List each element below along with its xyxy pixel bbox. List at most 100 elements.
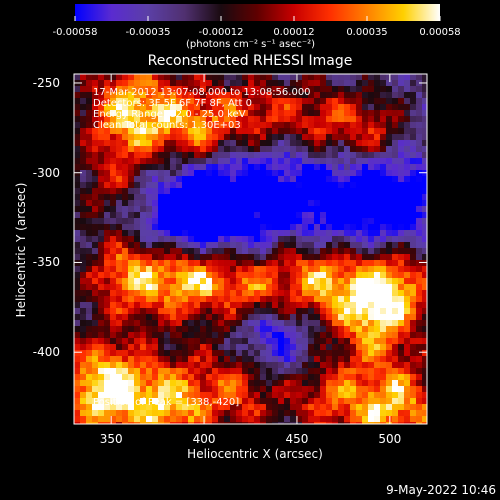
- heatmap-cell: [272, 284, 279, 291]
- heatmap-cell: [248, 206, 255, 213]
- heatmap-cell: [206, 200, 213, 207]
- heatmap-cell: [98, 152, 105, 159]
- heatmap-cell: [98, 320, 105, 327]
- heatmap-cell: [398, 260, 405, 267]
- heatmap-cell: [236, 152, 243, 159]
- heatmap-cell: [266, 98, 273, 105]
- heatmap-cell: [296, 254, 303, 261]
- heatmap-cell: [410, 170, 417, 177]
- heatmap-cell: [116, 272, 123, 279]
- heatmap-cell: [98, 182, 105, 189]
- heatmap-cell: [386, 284, 393, 291]
- heatmap-cell: [392, 128, 399, 135]
- heatmap-cell: [362, 92, 369, 99]
- heatmap-cell: [338, 206, 345, 213]
- heatmap-cell: [86, 74, 93, 81]
- heatmap-cell: [152, 98, 159, 105]
- heatmap-cell: [236, 158, 243, 165]
- heatmap-cell: [296, 152, 303, 159]
- heatmap-cell: [110, 182, 117, 189]
- heatmap-cell: [380, 158, 387, 165]
- heatmap-cell: [200, 236, 207, 243]
- heatmap-cell: [230, 104, 237, 111]
- heatmap-cell: [392, 314, 399, 321]
- heatmap-cell: [194, 350, 201, 357]
- heatmap-cell: [398, 194, 405, 201]
- heatmap-cell: [338, 122, 345, 129]
- heatmap-cell: [236, 236, 243, 243]
- heatmap-cell: [410, 104, 417, 111]
- heatmap-cell: [380, 104, 387, 111]
- heatmap-cell: [416, 278, 423, 285]
- heatmap-cell: [332, 122, 339, 129]
- heatmap-cell: [314, 356, 321, 363]
- heatmap-cell: [284, 254, 291, 261]
- heatmap-cell: [128, 164, 135, 171]
- heatmap-cell: [140, 218, 147, 225]
- heatmap-cell: [116, 278, 123, 285]
- heatmap-cell: [368, 176, 375, 183]
- heatmap-cell: [254, 332, 261, 339]
- heatmap-cell: [290, 350, 297, 357]
- heatmap-cell: [188, 86, 195, 93]
- heatmap-cell: [392, 242, 399, 249]
- heatmap-cell: [266, 350, 273, 357]
- heatmap-cell: [182, 392, 189, 399]
- heatmap-cell: [170, 248, 177, 255]
- heatmap-cell: [128, 104, 135, 111]
- heatmap-cell: [374, 212, 381, 219]
- heatmap-cell: [302, 188, 309, 195]
- heatmap-cell: [308, 134, 315, 141]
- heatmap-cell: [266, 296, 273, 303]
- heatmap-cell: [344, 362, 351, 369]
- heatmap-cell: [380, 86, 387, 93]
- heatmap-cell: [260, 212, 267, 219]
- heatmap-cell: [146, 140, 153, 147]
- heatmap-cell: [296, 314, 303, 321]
- heatmap-cell: [362, 278, 369, 285]
- heatmap-cell: [332, 254, 339, 261]
- heatmap-cell: [404, 170, 411, 177]
- colorbar-tick-label: -0.00058: [52, 27, 98, 38]
- heatmap-cell: [314, 224, 321, 231]
- heatmap-cell: [296, 308, 303, 315]
- heatmap-cell: [272, 416, 279, 423]
- heatmap-cell: [224, 140, 231, 147]
- heatmap-cell: [200, 164, 207, 171]
- heatmap-cell: [386, 398, 393, 405]
- heatmap-cell: [374, 272, 381, 279]
- heatmap-cell: [80, 86, 87, 93]
- heatmap-cell: [344, 206, 351, 213]
- heatmap-cell: [176, 368, 183, 375]
- heatmap-cell: [380, 74, 387, 81]
- heatmap-cell: [356, 236, 363, 243]
- heatmap-cell: [224, 344, 231, 351]
- heatmap-cell: [230, 176, 237, 183]
- heatmap-cell: [176, 404, 183, 411]
- heatmap-cell: [284, 260, 291, 267]
- heatmap-cell: [308, 404, 315, 411]
- heatmap-cell: [248, 284, 255, 291]
- heatmap-cell: [272, 152, 279, 159]
- heatmap-cell: [314, 422, 321, 424]
- heatmap-cell: [254, 74, 261, 81]
- heatmap-cell: [242, 92, 249, 99]
- heatmap-cell: [380, 308, 387, 315]
- heatmap-cell: [86, 398, 93, 405]
- heatmap-cell: [344, 416, 351, 423]
- heatmap-cell: [158, 314, 165, 321]
- heatmap-cell: [284, 326, 291, 333]
- heatmap-cell: [188, 200, 195, 207]
- heatmap-cell: [416, 110, 423, 117]
- heatmap-cell: [374, 200, 381, 207]
- heatmap-cell: [212, 134, 219, 141]
- heatmap-cell: [338, 404, 345, 411]
- heatmap-cell: [404, 188, 411, 195]
- heatmap-cell: [242, 398, 249, 405]
- heatmap-cell: [338, 284, 345, 291]
- heatmap-cell: [326, 80, 333, 87]
- heatmap-cell: [350, 98, 357, 105]
- heatmap-cell: [92, 398, 99, 405]
- heatmap-cell: [308, 176, 315, 183]
- heatmap-cell: [314, 368, 321, 375]
